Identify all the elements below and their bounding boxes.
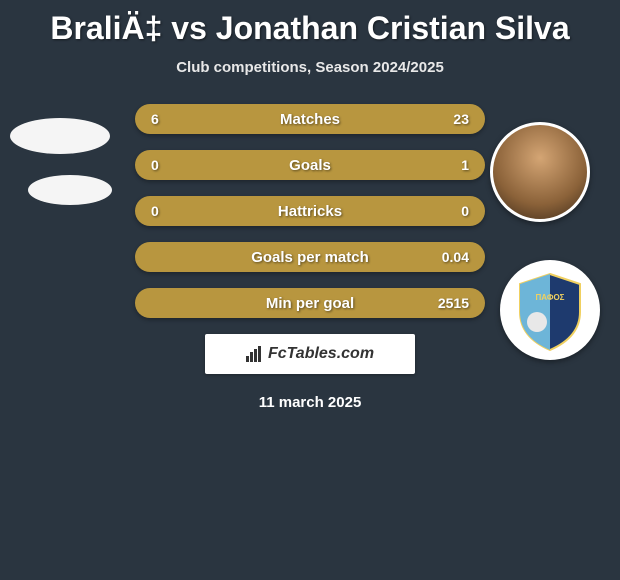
stat-left-value: 0	[151, 157, 159, 173]
stat-left-value: 6	[151, 111, 159, 127]
branding-label: FcTables.com	[268, 345, 374, 363]
stats-container: 6 Matches 23 0 Goals 1 0 Hattricks 0 Goa…	[0, 104, 620, 318]
stat-right-value: 1	[461, 157, 469, 173]
stat-left-value: 0	[151, 203, 159, 219]
stat-row: 0 Goals 1	[0, 150, 620, 180]
stat-row: 0 Hattricks 0	[0, 196, 620, 226]
stat-label: Hattricks	[278, 203, 342, 220]
branding-box[interactable]: FcTables.com	[205, 334, 415, 374]
stat-row: Goals per match 0.04	[0, 242, 620, 272]
comparison-subtitle: Club competitions, Season 2024/2025	[0, 59, 620, 76]
stat-row: Min per goal 2515	[0, 288, 620, 318]
stat-bar-goals: 0 Goals 1	[135, 150, 485, 180]
stat-label: Matches	[280, 111, 340, 128]
stat-row: 6 Matches 23	[0, 104, 620, 134]
stat-right-value: 23	[453, 111, 469, 127]
stat-label: Min per goal	[266, 295, 354, 312]
branding-text: FcTables.com	[246, 345, 374, 363]
stat-right-value: 2515	[438, 295, 469, 311]
stat-label: Goals per match	[251, 249, 369, 266]
comparison-title: BraliÄ‡ vs Jonathan Cristian Silva	[0, 0, 620, 47]
stat-bar-gpm: Goals per match 0.04	[135, 242, 485, 272]
stat-bar-matches: 6 Matches 23	[135, 104, 485, 134]
stat-bar-mpg: Min per goal 2515	[135, 288, 485, 318]
date-text: 11 march 2025	[0, 394, 620, 411]
stat-label: Goals	[289, 157, 331, 174]
stat-right-value: 0	[461, 203, 469, 219]
stat-right-value: 0.04	[442, 249, 469, 265]
bar-chart-icon	[246, 346, 264, 362]
stat-bar-hattricks: 0 Hattricks 0	[135, 196, 485, 226]
